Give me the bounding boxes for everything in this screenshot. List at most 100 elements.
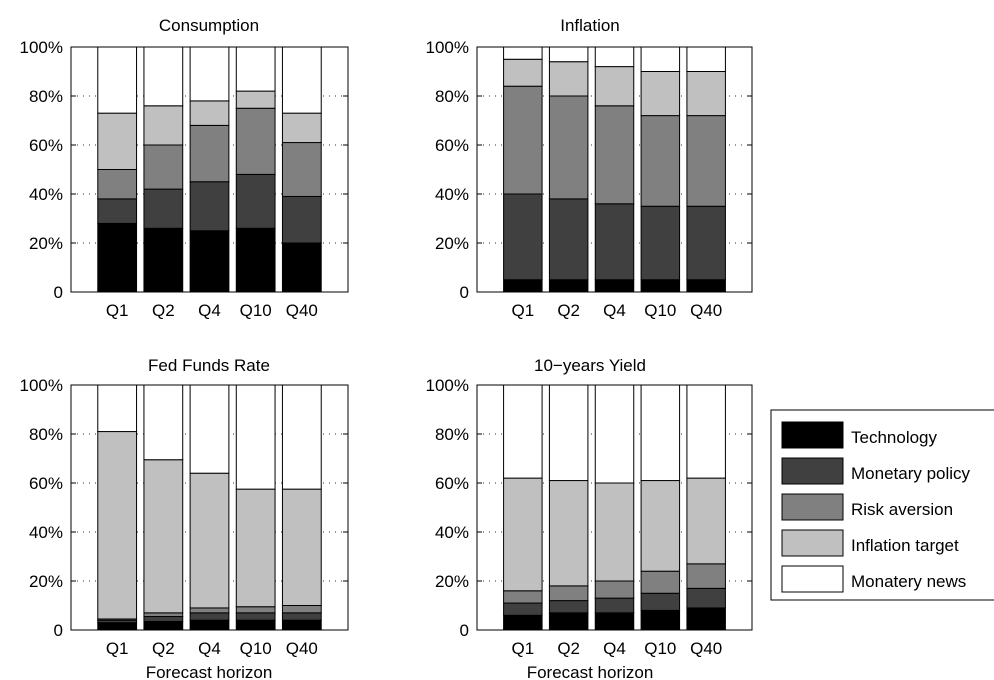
x-tick-label: Q10 xyxy=(644,301,676,320)
bar-segment-monetary-policy-q1 xyxy=(97,198,138,224)
bar-segment-monatery-news-q4 xyxy=(189,384,230,474)
bar-segment-risk-aversion-q2 xyxy=(143,144,184,190)
bar-segment-monatery-news-q1 xyxy=(97,46,138,114)
bar-segment-technology-q2 xyxy=(548,612,589,631)
bar-segment-monatery-news-q2 xyxy=(143,46,184,107)
bar-segment-technology-q10 xyxy=(640,279,681,293)
y-tick-label: 80% xyxy=(29,87,63,106)
y-tick-label: 60% xyxy=(435,474,469,493)
x-tick-label: Q10 xyxy=(644,639,676,658)
bar-segment-monatery-news-q10 xyxy=(235,46,276,92)
bar-segment-monatery-news-q40 xyxy=(281,384,322,490)
bar-segment-inflation-target-q40 xyxy=(281,488,322,606)
x-tick-label: Q1 xyxy=(511,639,534,658)
bar-segment-technology-q2 xyxy=(143,227,184,293)
bar-segment-monetary-policy-q2 xyxy=(548,198,589,281)
chart-title: Fed Funds Rate xyxy=(148,356,270,375)
bar-segment-technology-q10 xyxy=(235,227,276,293)
bar-segment-inflation-target-q2 xyxy=(548,480,589,587)
x-tick-label: Q4 xyxy=(603,639,626,658)
bar-segment-inflation-target-q2 xyxy=(143,459,184,614)
y-tick-label: 80% xyxy=(435,425,469,444)
legend: Technology Monetary policy Risk aversion… xyxy=(770,409,994,601)
chart-panel-fed-funds-rate: Fed Funds Rate Forecast horizon 0 20% 40% 6… xyxy=(20,356,349,680)
legend-label: Inflation target xyxy=(851,536,959,555)
bar-segment-inflation-target-q4 xyxy=(594,66,635,107)
bar-segment-technology-q4 xyxy=(189,619,230,631)
y-tick-label: 20% xyxy=(435,572,469,591)
bar-segment-technology-q40 xyxy=(686,279,726,293)
y-tick-label: 60% xyxy=(435,136,469,155)
plot-frame xyxy=(476,384,753,631)
x-tick-label: Q10 xyxy=(240,639,272,658)
bar-segment-monatery-news-q1 xyxy=(503,384,543,479)
x-tick-label: Q2 xyxy=(152,301,175,320)
bar-segment-technology-q1 xyxy=(503,279,543,293)
bar-segment-monetary-policy-q10 xyxy=(640,205,681,281)
bar-segment-inflation-target-q10 xyxy=(235,90,276,109)
legend-swatch xyxy=(781,565,844,593)
plot-frame xyxy=(476,46,753,293)
bar-segment-risk-aversion-q4 xyxy=(189,607,230,614)
legend-item-inflation-target: Inflation target xyxy=(781,529,959,557)
chart-title: 10−years Yield xyxy=(534,356,646,375)
x-tick-label: Q10 xyxy=(240,301,272,320)
y-tick-label: 40% xyxy=(435,185,469,204)
y-tick-label: 20% xyxy=(435,234,469,253)
chart-panel-10-years-yield: 10−years Yield Forecast horizon 0 20% 40% 6… xyxy=(426,356,753,680)
bar-segment-risk-aversion-q4 xyxy=(594,105,635,205)
bar-segment-monatery-news-q2 xyxy=(548,46,589,63)
x-tick-label: Q4 xyxy=(198,639,221,658)
bar-segment-monetary-policy-q2 xyxy=(143,616,184,622)
x-tick-label: Q2 xyxy=(557,301,580,320)
bar-segment-risk-aversion-q4 xyxy=(594,580,635,599)
bar-segment-inflation-target-q4 xyxy=(594,482,635,582)
bar-segment-monatery-news-q40 xyxy=(686,46,726,72)
bar-segment-monetary-policy-q40 xyxy=(686,587,726,609)
y-tick-label: 20% xyxy=(29,572,63,591)
y-tick-label: 80% xyxy=(29,425,63,444)
legend-item-monatery-news: Monatery news xyxy=(781,565,966,593)
bar-segment-technology-q2 xyxy=(548,279,589,293)
y-tick-label: 0 xyxy=(460,621,469,640)
y-tick-label: 100% xyxy=(426,376,469,395)
bar-segment-risk-aversion-q40 xyxy=(281,142,322,197)
bar-segment-monetary-policy-q4 xyxy=(189,181,230,232)
bar-segment-technology-q1 xyxy=(97,222,138,293)
bar-segment-monetary-policy-q1 xyxy=(503,602,543,616)
x-axis-label: Forecast horizon xyxy=(527,663,654,680)
legend-item-technology: Technology xyxy=(781,421,938,449)
bar-segment-monatery-news-q10 xyxy=(640,384,681,482)
bar-segment-monatery-news-q2 xyxy=(548,384,589,482)
chart-title: Inflation xyxy=(560,16,620,35)
y-tick-label: 40% xyxy=(435,523,469,542)
bar-segment-inflation-target-q40 xyxy=(686,71,726,117)
chart-panel-inflation: Inflation 0 20% 40% 60% 80% 100% Q1 Q2 Q4 Q10 Q40 xyxy=(426,16,753,320)
bar-segment-inflation-target-q10 xyxy=(235,488,276,608)
bar-segment-inflation-target-q1 xyxy=(503,477,543,592)
y-tick-label: 80% xyxy=(435,87,469,106)
legend-swatch xyxy=(781,529,844,557)
y-tick-label: 0 xyxy=(54,283,63,302)
legend-swatch xyxy=(781,457,844,485)
bar-segment-risk-aversion-q10 xyxy=(640,115,681,207)
bar-segment-technology-q40 xyxy=(281,242,322,293)
bar-segment-monatery-news-q40 xyxy=(686,384,726,479)
bar-segment-monetary-policy-q10 xyxy=(235,612,276,621)
chart-panel-consumption: Consumption 0 20% 40% 60% 80% 100% Q1 Q2 Q4 Q10 Q4… xyxy=(20,16,349,320)
y-tick-label: 40% xyxy=(29,185,63,204)
bar-segment-risk-aversion-q1 xyxy=(503,590,543,604)
bar-segment-inflation-target-q1 xyxy=(503,58,543,87)
bar-segment-monatery-news-q4 xyxy=(594,46,635,68)
legend-label: Monatery news xyxy=(851,572,966,591)
bar-segment-risk-aversion-q2 xyxy=(143,612,184,618)
plot-frame xyxy=(70,384,349,631)
bar-segment-monetary-policy-q1 xyxy=(503,193,543,281)
bar-segment-technology-q10 xyxy=(640,609,681,631)
bar-segment-risk-aversion-q40 xyxy=(686,563,726,589)
x-tick-label: Q1 xyxy=(511,301,534,320)
bar-segment-inflation-target-q4 xyxy=(189,100,230,126)
x-tick-label: Q1 xyxy=(106,301,129,320)
legend-label: Monetary policy xyxy=(851,464,971,483)
